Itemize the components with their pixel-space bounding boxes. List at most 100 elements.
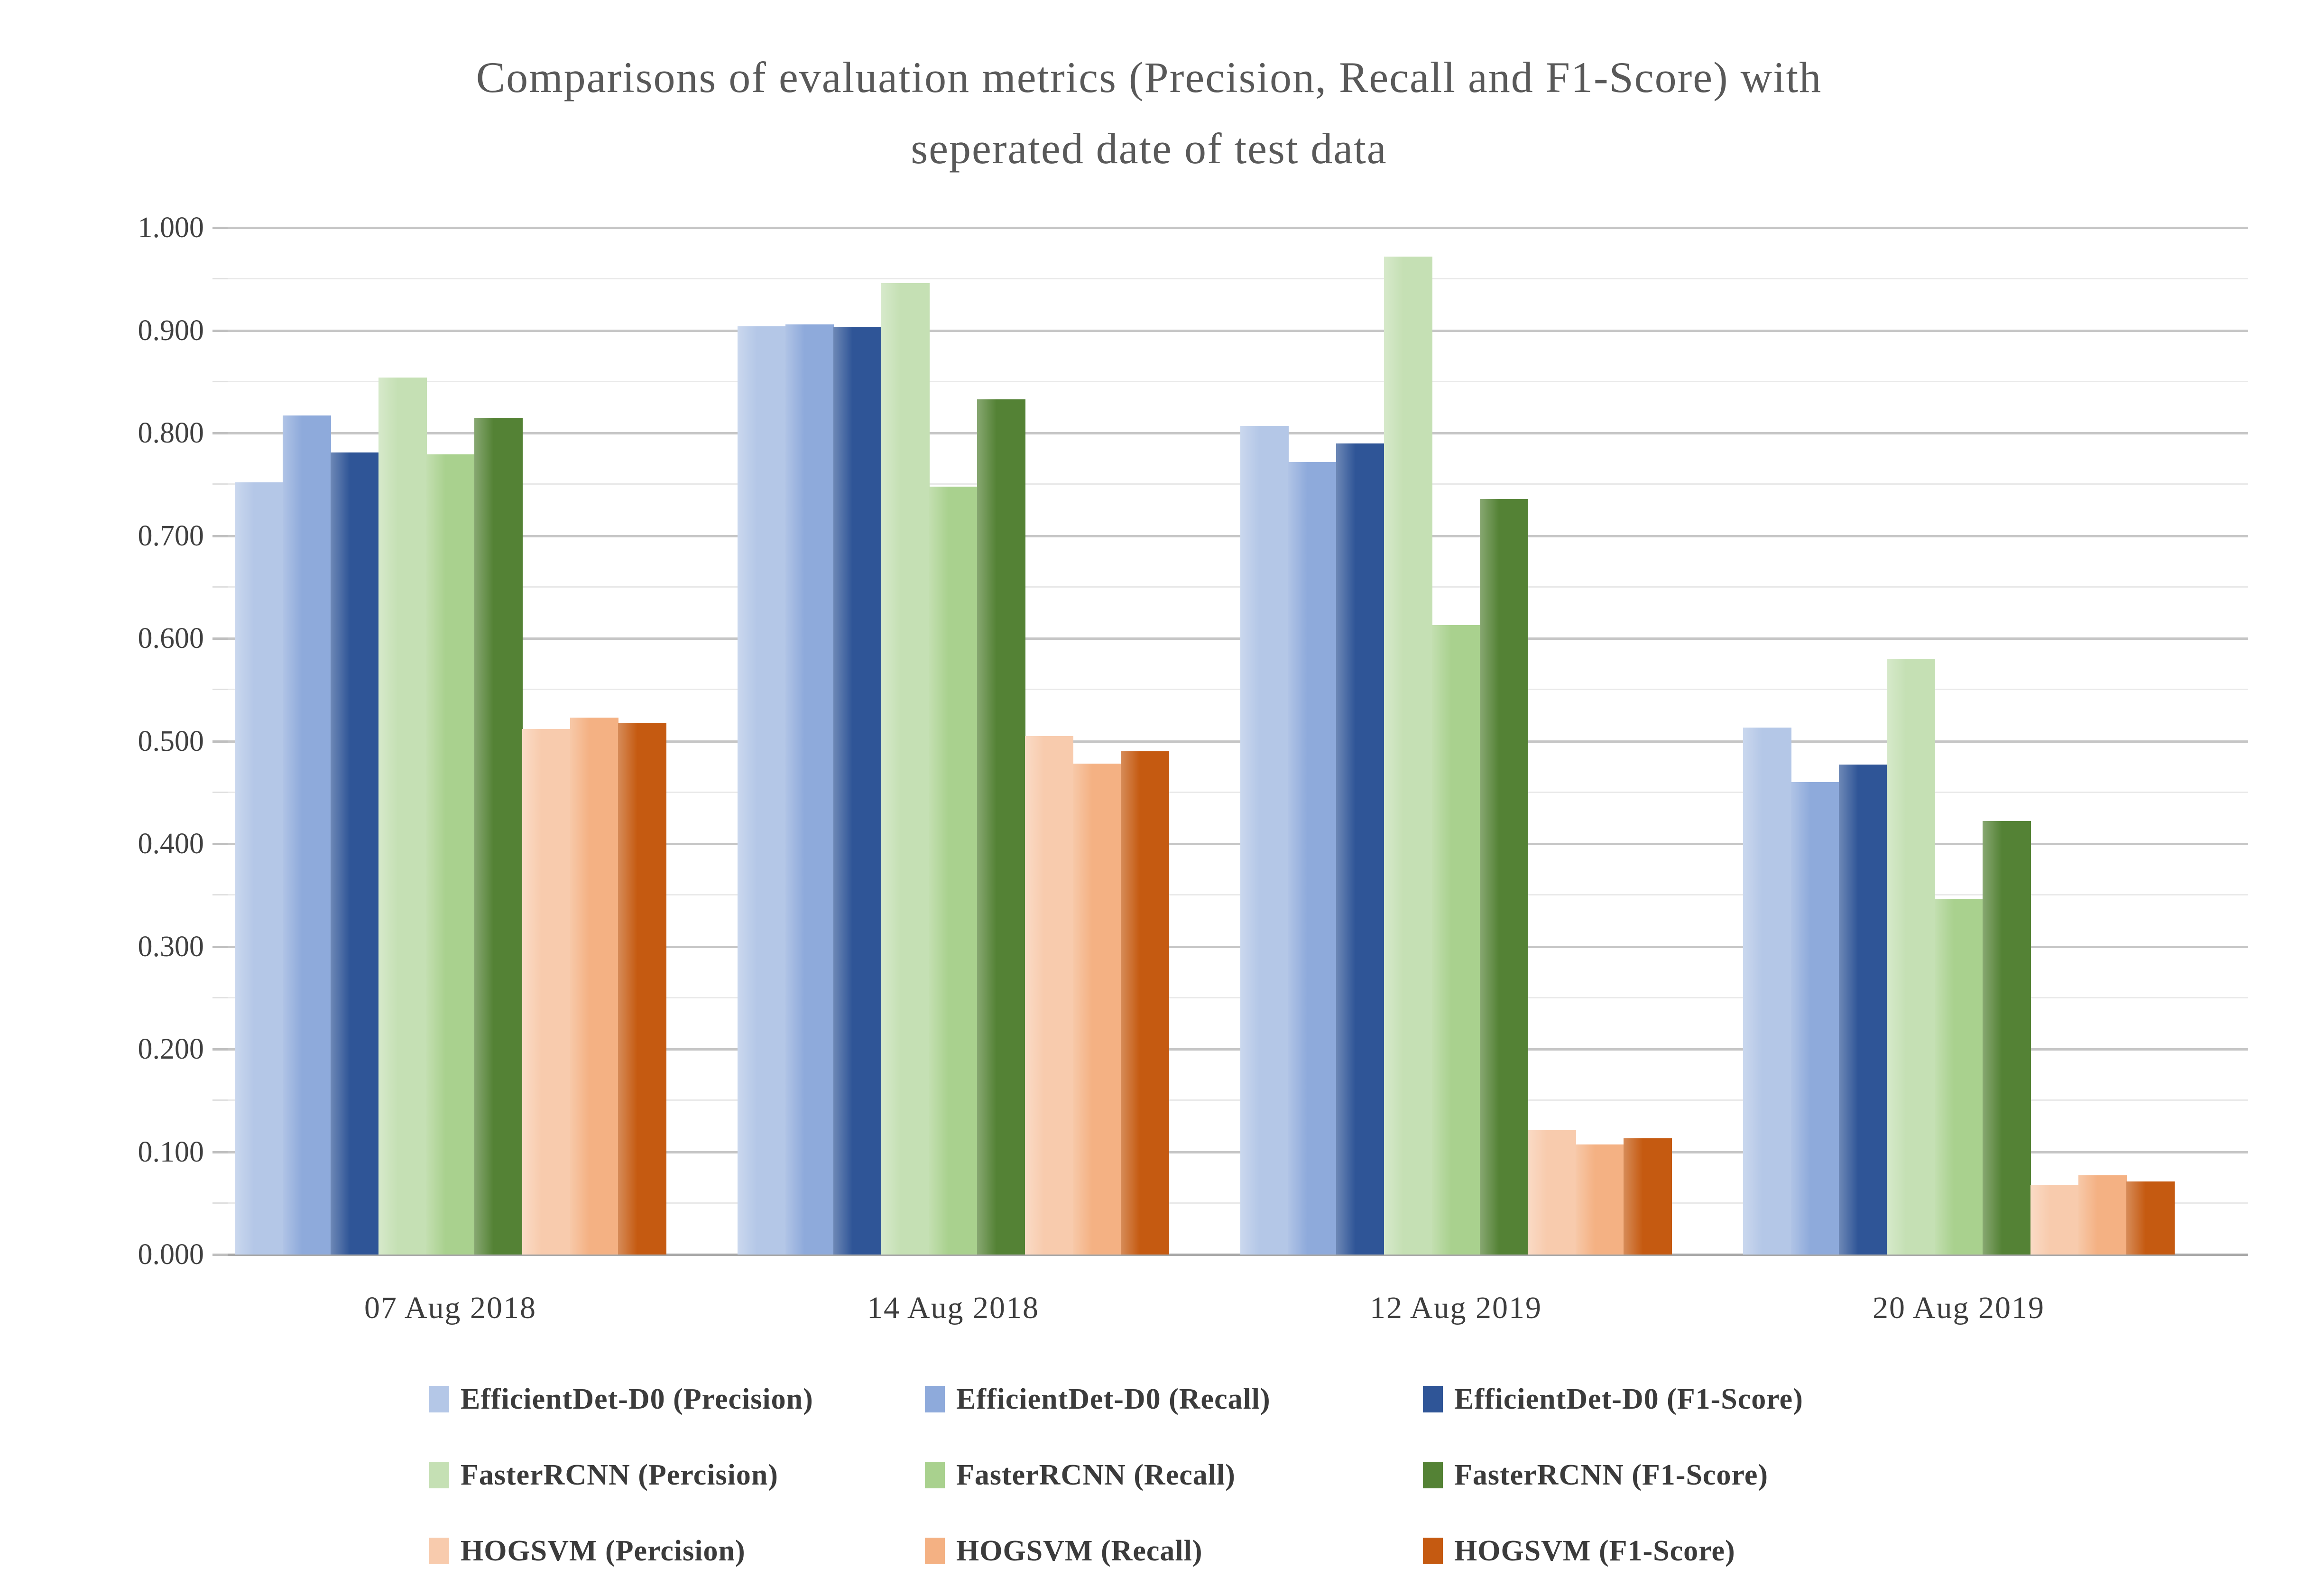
bar — [1624, 1138, 1672, 1255]
gridline — [228, 329, 2248, 332]
legend-item: EfficientDet-D0 (F1-Score) — [1423, 1383, 1803, 1421]
gridline — [228, 1202, 2248, 1204]
bar — [1887, 659, 1935, 1255]
gridline — [228, 535, 2248, 537]
bar — [1576, 1144, 1624, 1255]
bar — [881, 283, 930, 1255]
bar — [1839, 765, 1887, 1255]
bar-group — [1743, 228, 2175, 1255]
y-axis-tick — [212, 535, 228, 537]
gridline — [228, 432, 2248, 434]
y-tick-label: 0.100 — [138, 1135, 204, 1168]
legend-label: EfficientDet-D0 (Precision) — [461, 1383, 813, 1415]
y-axis-tick — [212, 945, 228, 948]
y-tick-label: 0.400 — [138, 828, 204, 860]
bar — [1025, 736, 1073, 1255]
legend-label: HOGSVM (F1-Score) — [1454, 1535, 1735, 1567]
bar — [977, 399, 1025, 1255]
bar — [2030, 1184, 2079, 1255]
bar — [1791, 782, 1839, 1255]
bar — [378, 378, 427, 1255]
y-tick-label: 0.600 — [138, 622, 204, 655]
y-axis-tick — [212, 432, 228, 434]
bar-group — [1240, 228, 1672, 1255]
bar — [426, 454, 475, 1255]
gridline — [228, 791, 2248, 793]
legend-item: FasterRCNN (Percision) — [429, 1458, 778, 1496]
y-axis-tick — [212, 1202, 228, 1204]
y-tick-label: 1.000 — [138, 212, 204, 244]
y-tick-label: 0.700 — [138, 519, 204, 552]
gridline — [228, 1048, 2248, 1051]
y-axis-tick — [212, 894, 228, 896]
y-axis-tick — [212, 740, 228, 743]
legend-swatch-icon — [925, 1538, 945, 1564]
bar-group — [235, 228, 666, 1255]
bar — [1288, 461, 1337, 1255]
gridline — [228, 945, 2248, 948]
legend-item: HOGSVM (F1-Score) — [1423, 1534, 1735, 1572]
bar — [1240, 425, 1289, 1255]
gridline — [228, 996, 2248, 998]
bar — [1432, 625, 1480, 1255]
gridline — [228, 483, 2248, 485]
y-axis-tick — [212, 637, 228, 640]
bar-group — [738, 228, 1169, 1255]
legend-swatch-icon — [925, 1386, 945, 1412]
gridline — [228, 1099, 2248, 1101]
legend-swatch-icon — [925, 1462, 945, 1488]
x-category-label: 12 Aug 2019 — [1369, 1291, 1542, 1325]
gridline — [228, 689, 2248, 691]
y-axis-tick — [212, 227, 228, 229]
gridline — [228, 740, 2248, 743]
legend-swatch-icon — [429, 1538, 449, 1564]
legend-label: HOGSVM (Percision) — [461, 1535, 746, 1567]
bar — [474, 417, 523, 1255]
bar — [2078, 1175, 2127, 1255]
gridline — [228, 380, 2248, 382]
bar — [1073, 764, 1121, 1255]
bar — [1743, 728, 1791, 1255]
gridline — [228, 1254, 2248, 1256]
legend-swatch-icon — [1423, 1386, 1443, 1412]
bar — [929, 486, 978, 1255]
y-axis-tick — [212, 483, 228, 485]
bar — [833, 327, 882, 1255]
gridline — [228, 894, 2248, 896]
bar — [570, 717, 618, 1255]
bar — [2126, 1181, 2175, 1255]
y-axis-tick — [212, 1151, 228, 1153]
gridline — [228, 586, 2248, 588]
legend-label: FasterRCNN (Recall) — [956, 1459, 1236, 1491]
bar — [331, 452, 379, 1255]
x-category-label: 14 Aug 2018 — [867, 1291, 1040, 1325]
y-axis-tick — [212, 996, 228, 998]
legend-item: EfficientDet-D0 (Precision) — [429, 1383, 813, 1421]
legend-item: EfficientDet-D0 (Recall) — [925, 1383, 1271, 1421]
y-axis-tick — [212, 380, 228, 382]
gridline — [228, 227, 2248, 229]
bar — [618, 722, 666, 1255]
gridline — [228, 843, 2248, 845]
bar — [738, 326, 786, 1255]
legend-label: FasterRCNN (F1-Score) — [1454, 1459, 1769, 1491]
bar — [785, 324, 834, 1255]
y-axis-tick — [212, 586, 228, 588]
legend-item: FasterRCNN (F1-Score) — [1423, 1458, 1768, 1496]
legend-swatch-icon — [429, 1386, 449, 1412]
bar — [283, 415, 331, 1255]
legend-swatch-icon — [1423, 1462, 1443, 1488]
gridline — [228, 1151, 2248, 1153]
y-tick-label: 0.200 — [138, 1033, 204, 1065]
bar — [1480, 498, 1528, 1255]
y-axis-tick — [212, 1099, 228, 1101]
bar — [1121, 751, 1169, 1255]
legend-item: HOGSVM (Percision) — [429, 1534, 746, 1572]
gridline — [228, 637, 2248, 640]
gridline — [228, 278, 2248, 280]
bar — [1528, 1130, 1576, 1255]
y-tick-label: 0.500 — [138, 725, 204, 757]
legend-label: FasterRCNN (Percision) — [461, 1459, 778, 1491]
chart-title-line1: Comparisons of evaluation metrics (Preci… — [476, 53, 1822, 101]
